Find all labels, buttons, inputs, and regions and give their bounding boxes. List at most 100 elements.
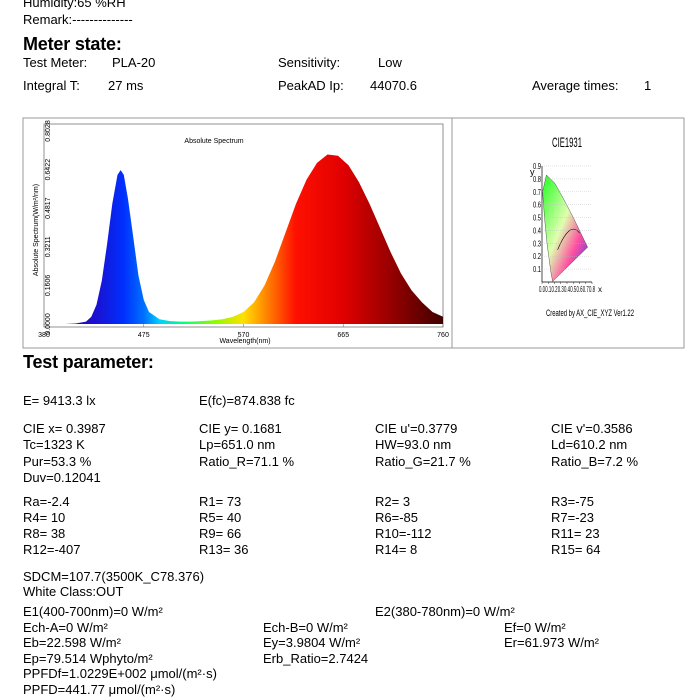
- energy-value: Ey=3.9804 W/m²: [263, 635, 361, 650]
- parameter-value: Ra=-2.4: [23, 494, 70, 509]
- field-label: Integral T:: [23, 78, 80, 93]
- spectrum-area: [44, 154, 443, 324]
- planck-curve: [557, 228, 580, 250]
- parameter-value: Duv=0.12041: [23, 469, 101, 485]
- y-axis-label: Absolute Spectrum(W/m²/nm): [33, 184, 40, 276]
- energy-value: Ef=0 W/m²: [504, 620, 566, 635]
- parameter-value: R4= 10: [23, 510, 66, 525]
- charts: Absolute Spectrum Wavelength(nm) Absolut…: [22, 117, 685, 349]
- parameter-value: R14= 8: [375, 542, 418, 557]
- field-value: 27 ms: [108, 78, 144, 93]
- parameter-value: Ld=610.2 nm: [551, 437, 628, 453]
- parameter-value: R3=-75: [551, 494, 594, 509]
- x-tick-label: 0.1: [545, 285, 551, 294]
- field-label: Average times:: [532, 78, 619, 93]
- parameter-value: Ratio_B=7.2 %: [551, 453, 639, 469]
- parameter-value: Ratio_G=21.7 %: [375, 453, 471, 469]
- section-title: Test parameter:: [23, 352, 154, 372]
- field-value: Low: [378, 55, 402, 70]
- energy-value: Er=61.973 W/m²: [504, 635, 600, 650]
- parameter-value: R1= 73: [199, 494, 242, 509]
- parameter-value: CIE u'=0.3779: [375, 421, 458, 436]
- y-tick-label: 0.3211: [45, 236, 52, 257]
- x-tick-label: 0.8: [589, 285, 595, 294]
- energy-value: E1(400-700nm)=0 W/m²: [23, 604, 163, 619]
- parameter-value: HW=93.0 nm: [375, 437, 452, 453]
- x-tick-label: 665: [337, 332, 349, 339]
- parameter-value: Pur=53.3 %: [23, 453, 92, 469]
- field-label: Sensitivity:: [278, 55, 341, 70]
- y-tick-label: 0.1: [533, 265, 541, 274]
- energy-value: PPFDf=1.0229E+002 μmol/(m²·s): [23, 666, 217, 681]
- y-tick-label: 0.8: [533, 175, 541, 184]
- x-tick-label: 0.2: [552, 285, 558, 294]
- parameter-value: R2= 3: [375, 494, 411, 509]
- parameter-value: E= 9413.3 lx: [23, 393, 96, 408]
- y-axis-label: y: [530, 167, 535, 177]
- parameter-value: R13= 36: [199, 542, 249, 557]
- parameter-value: R12=-407: [23, 542, 81, 557]
- energy-value: Erb_Ratio=2.7424: [263, 651, 369, 666]
- x-tick-label: 0.0: [539, 285, 545, 294]
- field-value: 1: [644, 78, 652, 93]
- cie-locus: [542, 174, 588, 282]
- y-tick-label: 0.6: [533, 201, 541, 210]
- parameter-value: CIE x= 0.3987: [23, 421, 106, 436]
- parameter-value: R9= 66: [199, 526, 242, 541]
- field-label: PeakAD Ip:: [278, 78, 344, 93]
- parameter-value: R7=-23: [551, 510, 594, 525]
- parameter-value: Tc=1323 K: [23, 437, 85, 453]
- y-tick-label: 0.3: [533, 239, 541, 248]
- energy-value: Eb=22.598 W/m²: [23, 635, 121, 650]
- y-tick-label: 0.7: [533, 188, 541, 197]
- y-tick-label: 0.0000: [45, 313, 52, 335]
- parameter-value: R8= 38: [23, 526, 66, 541]
- energy-value: PPFD=441.77 μmol/(m²·s): [23, 682, 176, 697]
- parameter-value: R10=-112: [375, 526, 432, 541]
- x-tick-label: 0.6: [577, 285, 583, 294]
- remark: Remark:--------------: [23, 12, 133, 27]
- x-tick-label: 0.3: [558, 285, 564, 294]
- field-label: Test Meter:: [23, 55, 88, 70]
- parameter-value: Ratio_R=71.1 %: [199, 453, 295, 469]
- field-value: 44070.6: [370, 78, 417, 93]
- y-tick-label: 0.8028: [45, 120, 52, 142]
- y-tick-label: 0.4: [533, 226, 541, 235]
- parameter-value: R5= 40: [199, 510, 242, 525]
- y-tick-label: 0.1606: [45, 275, 52, 297]
- y-tick-label: 0.6422: [45, 159, 52, 181]
- x-tick-label: 0.5: [570, 285, 576, 294]
- energy-value: E2(380-780nm)=0 W/m²: [375, 604, 515, 619]
- x-tick-label: 570: [238, 332, 250, 339]
- field-value: PLA-20: [112, 55, 156, 70]
- parameter-value: R15= 64: [551, 542, 601, 557]
- spectrum-title: Absolute Spectrum: [184, 138, 243, 145]
- x-tick-label: 380: [38, 332, 50, 339]
- energy-value: Ep=79.514 Wphyto/m²: [23, 651, 153, 666]
- section-title: Meter state:: [23, 34, 122, 54]
- x-tick-label: 0.4: [564, 285, 570, 294]
- parameter-value: E(fc)=874.838 fc: [199, 393, 295, 408]
- x-tick-label: 760: [437, 332, 449, 339]
- parameter-value: R6=-85: [375, 510, 418, 525]
- parameter-value: Lp=651.0 nm: [199, 437, 276, 453]
- parameter-value: CIE y= 0.1681: [199, 421, 282, 436]
- parameter-value: R11= 23: [551, 526, 600, 541]
- y-tick-label: 0.2: [533, 252, 541, 261]
- y-tick-label: 0.9: [533, 162, 541, 171]
- cie-title: CIE1931: [552, 134, 582, 150]
- parameter-value: White Class:OUT: [23, 584, 124, 599]
- x-tick-label: 0.7: [583, 285, 589, 294]
- y-tick-label: 0.4817: [45, 197, 52, 219]
- parameter-value: SDCM=107.7(3500K_C78.376): [23, 569, 205, 584]
- x-axis-label: Wavelength(nm): [219, 338, 270, 345]
- x-axis-label: x: [598, 285, 602, 294]
- humidity: Humidity:65 %RH: [23, 0, 126, 10]
- cie-credit: Created by AX_CIE_XYZ Ver1.22: [546, 308, 634, 318]
- energy-value: Ech-B=0 W/m²: [263, 620, 348, 635]
- y-tick-label: 0.5: [533, 214, 541, 223]
- parameter-value: CIE v'=0.3586: [551, 421, 633, 436]
- x-tick-label: 475: [138, 332, 150, 339]
- energy-value: Ech-A=0 W/m²: [23, 620, 108, 635]
